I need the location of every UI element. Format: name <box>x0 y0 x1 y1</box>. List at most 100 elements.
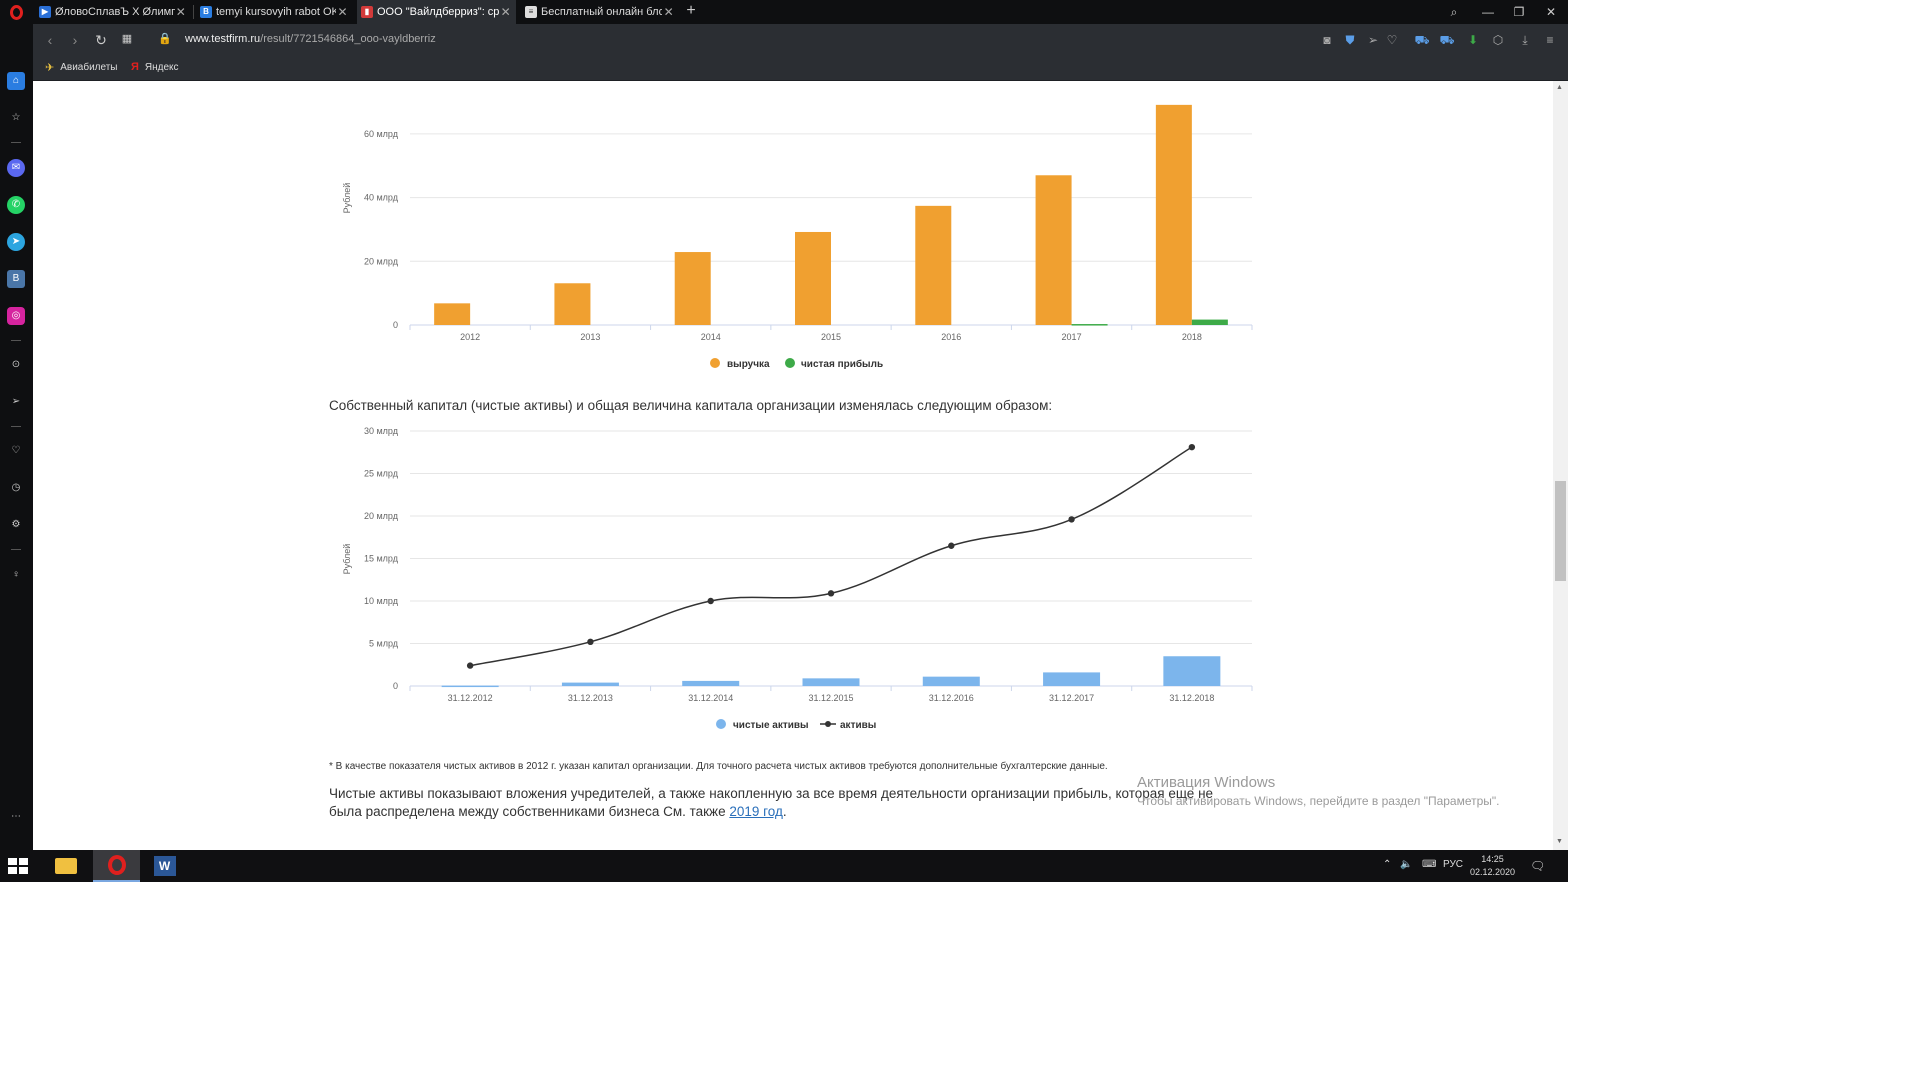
vk-icon[interactable]: В <box>7 270 25 288</box>
scroll-up-icon[interactable]: ▲ <box>1556 84 1563 91</box>
net-assets-bar[interactable] <box>561 682 619 686</box>
close-window-button[interactable]: ✕ <box>1534 0 1568 24</box>
lightbulb-icon[interactable]: ♀ <box>12 569 20 580</box>
revenue-bar[interactable] <box>434 303 471 325</box>
scroll-down-icon[interactable]: ▼ <box>1556 838 1563 845</box>
assets-point[interactable] <box>948 542 955 549</box>
assets-point[interactable] <box>587 638 594 645</box>
keyboard-icon[interactable]: ⌨ <box>1422 859 1437 870</box>
home-icon[interactable]: ⌂ <box>7 72 25 90</box>
clock[interactable]: 14:25 02.12.2020 <box>1470 853 1515 879</box>
revenue-bar[interactable] <box>795 231 831 325</box>
notifications-icon[interactable]: 🗨 <box>1530 859 1546 873</box>
revenue-bar[interactable] <box>915 205 952 325</box>
y-axis-label: Рублей <box>342 544 352 575</box>
x-tick-label: 2013 <box>580 332 600 342</box>
forward-button[interactable]: › <box>66 32 84 48</box>
revenue-bar[interactable] <box>1035 175 1072 325</box>
speed-dial-button[interactable]: ▦ <box>118 32 136 45</box>
close-tab-icon[interactable]: ✕ <box>663 5 674 19</box>
whatsapp-icon[interactable]: ✆ <box>7 196 25 214</box>
close-tab-icon[interactable]: ✕ <box>175 5 186 19</box>
speaker-icon[interactable]: 🔈 <box>1400 859 1413 870</box>
instagram-icon[interactable]: ◎ <box>7 307 25 325</box>
cart-icon[interactable]: ⛟ <box>1414 33 1430 47</box>
assets-point[interactable] <box>707 597 714 605</box>
tab-1[interactable]: ▶ ØловоСплавЪ Х Øлимпий ✕ <box>35 0 191 24</box>
cart-icon[interactable]: ⛟ <box>1439 33 1455 47</box>
net-assets-bar[interactable] <box>1043 672 1101 686</box>
download-arrow-icon[interactable]: ⬇ <box>1467 33 1479 47</box>
gear-icon[interactable]: ⚙ <box>11 519 21 530</box>
windows-start-button[interactable] <box>8 858 28 874</box>
net-assets-bar[interactable] <box>922 676 980 686</box>
tab-bar: ▶ ØловоСплавЪ Х Øлимпий ✕ В temyi kursov… <box>0 0 1568 24</box>
url-field[interactable]: www.testfirm.ru/result/7721546864_ooo-va… <box>185 33 436 45</box>
revenue-bar[interactable] <box>554 283 591 325</box>
profit-bar[interactable] <box>1071 324 1108 326</box>
reload-button[interactable]: ↻ <box>92 32 110 49</box>
chevron-left-icon: ‹ <box>47 32 53 48</box>
net-assets-bar[interactable] <box>441 685 499 688</box>
revenue-bar[interactable] <box>1155 104 1192 325</box>
restore-icon: ❐ <box>1513 5 1525 19</box>
assets-point[interactable] <box>466 662 474 669</box>
tray-chevron-icon[interactable]: ⌃ <box>1383 859 1392 870</box>
tab-4[interactable]: ≡ Бесплатный онлайн блокн ✕ <box>521 0 679 24</box>
menu-icon[interactable]: ≡ <box>1546 33 1554 47</box>
downloads-icon[interactable]: ⤓ <box>1522 33 1528 47</box>
tab-2[interactable]: В temyi kursovyih rabot OKD ✕ <box>196 0 353 24</box>
shield-icon[interactable]: ⛊ <box>1345 33 1355 47</box>
play-icon: ▶ <box>39 6 51 18</box>
net-assets-bar[interactable] <box>802 678 860 686</box>
language-indicator[interactable]: РУС <box>1443 859 1464 870</box>
x-tick-label: 31.12.2015 <box>808 693 853 703</box>
sidebar-divider <box>11 426 21 427</box>
legend-label-net-assets[interactable]: чистые активы <box>733 720 809 731</box>
send-icon[interactable]: ➢ <box>1367 33 1379 47</box>
send-icon[interactable]: ➢ <box>11 396 21 407</box>
page-scrollbar[interactable]: ▲ ▼ <box>1553 81 1568 850</box>
bookmark-aviabilety[interactable]: ✈ Авиабилеты <box>45 61 118 74</box>
net-assets-bar[interactable] <box>1163 656 1221 686</box>
camera-icon[interactable]: ◙ <box>1323 33 1331 47</box>
restore-button[interactable]: ❐ <box>1502 0 1536 24</box>
tab-title: Бесплатный онлайн блокн <box>541 6 663 18</box>
history-clock-icon[interactable]: ◷ <box>11 482 21 493</box>
opera-logo-icon <box>107 855 126 875</box>
year-2019-link[interactable]: 2019 год <box>729 804 783 819</box>
bookmark-yandex[interactable]: Я Яндекс <box>131 61 179 73</box>
y-tick-label: 25 млрд <box>364 469 399 479</box>
more-icon[interactable]: ⋯ <box>11 811 21 822</box>
word-taskbar-button[interactable]: W <box>141 850 188 882</box>
star-icon[interactable]: ☆ <box>11 112 21 123</box>
legend-label-revenue[interactable]: выручка <box>727 359 770 370</box>
tab-title: ØловоСплавЪ Х Øлимпий <box>55 6 175 18</box>
close-tab-icon[interactable]: ✕ <box>337 5 348 19</box>
minimize-button[interactable]: — <box>1471 0 1505 24</box>
profit-bar[interactable] <box>1191 319 1228 325</box>
opera-taskbar-button[interactable] <box>93 850 140 882</box>
player-icon[interactable]: ⊙ <box>11 359 21 370</box>
assets-point[interactable] <box>1068 516 1075 523</box>
search-tabs-button[interactable]: ⌕ <box>1437 0 1471 24</box>
opera-menu-button[interactable] <box>0 0 33 24</box>
tab-3[interactable]: ▮ ООО "Вайлдберриз": срав ✕ <box>357 0 516 24</box>
heart-icon[interactable]: ♡ <box>11 445 21 456</box>
file-explorer-button[interactable] <box>42 850 89 882</box>
assets-point[interactable] <box>1188 443 1196 451</box>
assets-point[interactable] <box>827 590 835 597</box>
net-assets-bar[interactable] <box>682 680 740 686</box>
new-tab-button[interactable]: + <box>686 2 696 19</box>
scroll-thumb[interactable] <box>1555 481 1566 581</box>
back-button[interactable]: ‹ <box>41 32 59 48</box>
close-tab-icon[interactable]: ✕ <box>500 5 511 19</box>
heart-icon[interactable]: ♡ <box>1386 33 1398 47</box>
legend-label-profit[interactable]: чистая прибыль <box>801 358 883 370</box>
cube-icon[interactable]: ⬡ <box>1492 33 1504 47</box>
legend-label-assets[interactable]: активы <box>840 720 876 731</box>
revenue-bar[interactable] <box>674 252 711 325</box>
net-assets-explanation: Чистые активы показывают вложения учреди… <box>329 785 1249 821</box>
telegram-icon[interactable]: ➤ <box>7 233 25 251</box>
messenger-icon[interactable]: ✉ <box>7 159 25 177</box>
